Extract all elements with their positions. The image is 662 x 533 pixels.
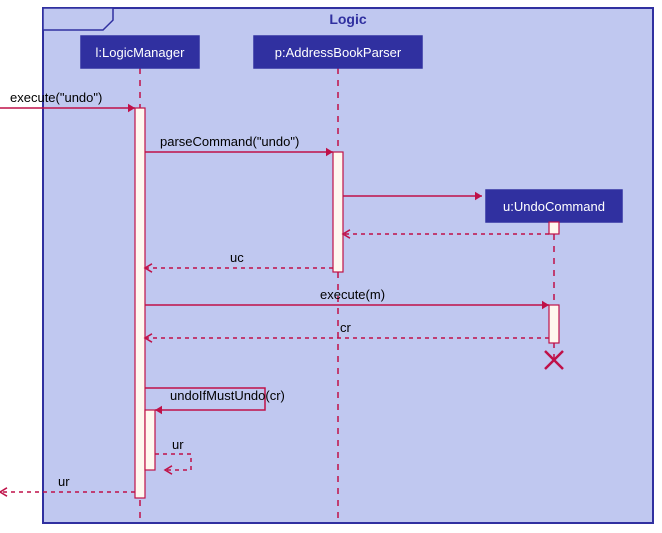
message-label: ur	[58, 474, 70, 489]
frame-title: Logic	[329, 11, 367, 27]
self-message-label: undoIfMustUndo(cr)	[170, 388, 285, 403]
activation-u	[549, 222, 559, 234]
participant-label-p: p:AddressBookParser	[275, 45, 402, 60]
activation-l	[135, 108, 145, 498]
participant-label-l: l:LogicManager	[96, 45, 186, 60]
activation-l-self	[145, 410, 155, 470]
participant-label-u: u:UndoCommand	[503, 199, 605, 214]
message-label: cr	[340, 320, 352, 335]
message-label: parseCommand("undo")	[160, 134, 299, 149]
activation-u	[549, 305, 559, 343]
message-label: uc	[230, 250, 244, 265]
message-label: execute("undo")	[10, 90, 102, 105]
activation-p	[333, 152, 343, 272]
message-label: execute(m)	[320, 287, 385, 302]
self-message-label: ur	[172, 437, 184, 452]
sequence-diagram: Logic l:LogicManager p:AddressBookParser u:…	[0, 0, 662, 533]
